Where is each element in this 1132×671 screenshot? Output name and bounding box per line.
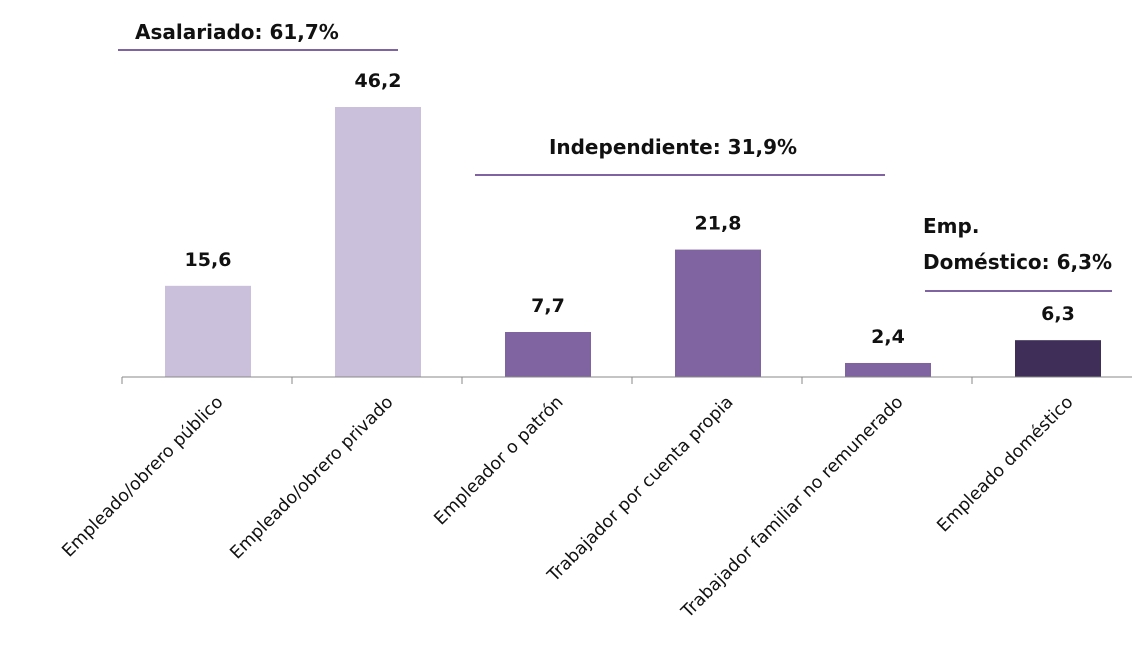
- value-labels-layer: 15,6 46,2 7,7 21,8 2,4 6,3: [185, 70, 1075, 348]
- x-tick-labels-layer: Empleado/obrero público Empleado/obrero p…: [58, 392, 1077, 622]
- bar-trabajador-por-cuenta-propia: [675, 249, 761, 377]
- tick-label-trabajador-por-cuenta-propia: Trabajador por cuenta propia: [543, 392, 737, 586]
- value-label-empleado-obrero-privado: 46,2: [355, 70, 402, 92]
- bar-empleado-domestico: [1015, 340, 1101, 377]
- tick-label-empleado-obrero-privado: Empleado/obrero privado: [227, 392, 398, 563]
- bar-empleado-obrero-privado: [335, 107, 421, 377]
- group-label-2-line-0: Emp.: [923, 214, 979, 238]
- x-axis: [121, 376, 1132, 384]
- value-label-trabajador-por-cuenta-propia: 21,8: [695, 213, 742, 235]
- group-annotations-layer: Asalariado: 61,7% Independiente: 31,9% Emp…: [118, 20, 1112, 292]
- bar-empleador-o-patron: [505, 332, 591, 377]
- bar-trabajador-familiar-no-remunerado: [845, 362, 931, 377]
- tick-label-empleador-o-patron: Empleador o patrón: [431, 392, 568, 529]
- group-label-0: Asalariado: 61,7%: [135, 20, 339, 44]
- value-label-trabajador-familiar-no-remunerado: 2,4: [871, 326, 905, 348]
- tick-label-empleado-domestico: Empleado doméstico: [933, 392, 1077, 536]
- bars-layer: [165, 107, 1101, 377]
- tick-label-empleado-obrero-publico: Empleado/obrero público: [58, 392, 227, 561]
- value-label-empleador-o-patron: 7,7: [531, 295, 565, 317]
- bar-empleado-obrero-publico: [165, 285, 251, 377]
- value-label-empleado-domestico: 6,3: [1041, 303, 1075, 325]
- group-label-1: Independiente: 31,9%: [549, 135, 797, 159]
- group-label-2-line-1: Doméstico: 6,3%: [923, 250, 1112, 274]
- value-label-empleado-obrero-publico: 15,6: [185, 249, 232, 271]
